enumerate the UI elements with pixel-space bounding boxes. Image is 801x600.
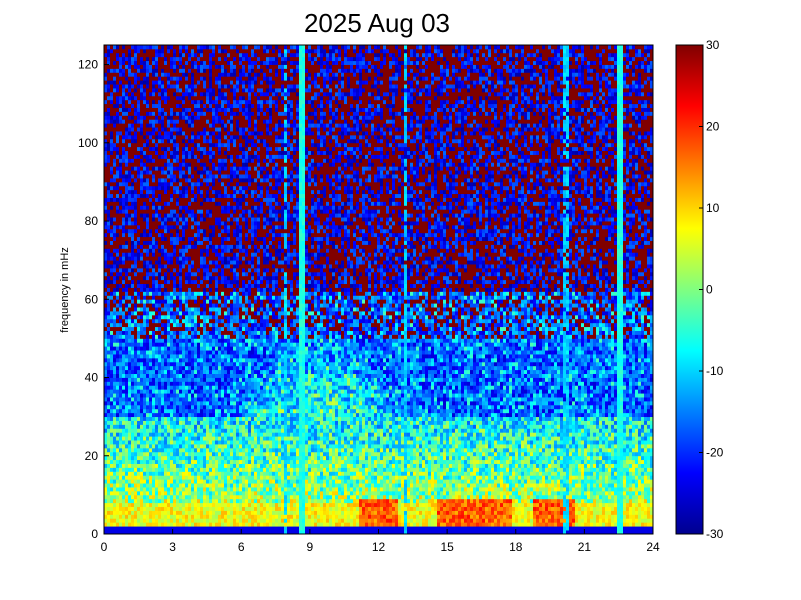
x-tick-label: 0 [101,540,108,554]
colorbar-tick-label: 30 [706,38,720,52]
colorbar-tick-label: 0 [706,283,713,297]
x-tick-label: 15 [440,540,454,554]
colorbar-tick-label: 10 [706,201,720,215]
colorbar-tick-label: -30 [706,527,724,541]
colorbar-tick-label: -20 [706,446,724,460]
y-tick-label: 0 [91,527,98,541]
y-tick-label: 120 [78,58,98,72]
colorbar [676,45,703,534]
heatmap-plot-area [104,45,653,534]
chart-title: 2025 Aug 03 [304,8,450,38]
x-tick-label: 9 [307,540,314,554]
y-tick-label: 80 [85,214,99,228]
y-tick-label: 60 [85,292,99,306]
y-tick-label: 100 [78,136,98,150]
x-tick-label: 18 [509,540,523,554]
y-axis-label: frequency in mHz [59,247,71,333]
y-tick-label: 20 [85,449,99,463]
x-tick-label: 6 [238,540,245,554]
y-tick-label: 40 [85,371,99,385]
colorbar-tick-label: -10 [706,364,724,378]
x-tick-label: 24 [646,540,660,554]
colorbar-tick-label: 20 [706,120,720,134]
x-tick-label: 21 [578,540,592,554]
x-tick-label: 12 [372,540,386,554]
x-tick-label: 3 [169,540,176,554]
